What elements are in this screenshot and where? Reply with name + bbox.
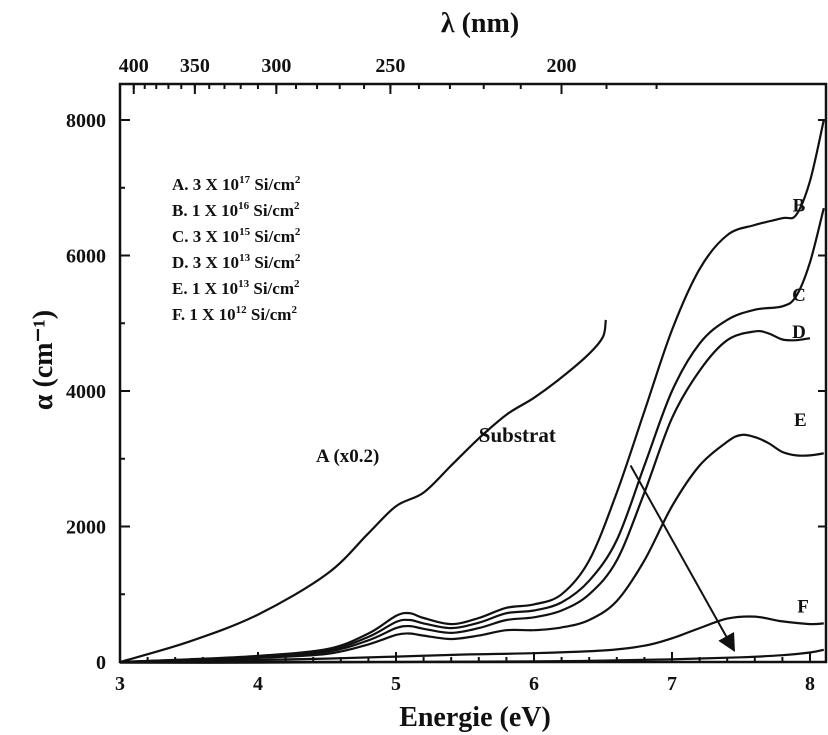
y-tick-label: 6000 [66,246,106,268]
curve-label: B [793,195,806,216]
curve-label: A (x0.2) [316,446,379,467]
curve-label: D [792,322,806,343]
top-tick-label: 300 [261,55,291,77]
y-axis: 0 2000 4000 6000 8000 [66,110,826,674]
x-tick-label: 3 [115,673,125,695]
y-tick-label: 2000 [66,517,106,539]
top-tick-label: 250 [375,55,405,77]
x-tick-label: 5 [391,673,401,695]
series-line-2 [119,119,825,664]
substrat-arrow [629,465,735,653]
legend-item: B. 1 X 1016 Si/cm2 [172,200,300,220]
y-tick-label: 0 [96,652,106,674]
y-tick-label: 8000 [66,110,106,132]
series-line-6 [119,615,824,664]
series-line-3 [119,207,825,664]
curve-label: E [794,410,807,431]
legend-item: E. 1 X 1013 Si/cm2 [172,278,300,298]
series-group [119,119,825,664]
series-line-5 [119,433,824,664]
legend-item: A. 3 X 1017 Si/cm2 [172,174,301,194]
x-axis-title: Energie (eV) [399,702,551,733]
legend-item: C. 3 X 1015 Si/cm2 [172,226,301,246]
top-axis: 400 350 300 250 200 [119,55,658,94]
top-axis-title: λ (nm) [441,8,519,39]
legend-item: D. 3 X 1013 Si/cm2 [172,252,301,272]
top-tick-label: 350 [180,55,210,77]
y-tick-label: 4000 [66,381,106,403]
x-tick-label: 6 [529,673,539,695]
legend-item: F. 1 X 1012 Si/cm2 [172,304,297,324]
substrat-annotation: Substrat [479,423,556,447]
x-tick-label: 7 [667,673,677,695]
x-tick-label: 8 [805,673,815,695]
top-tick-label: 400 [119,55,149,77]
y-axis-title: α (cm⁻¹) [28,310,59,410]
curve-labels: A (x0.2) B CD E F [316,195,809,617]
series-line-4 [119,329,811,664]
top-tick-label: 200 [546,55,576,77]
legend: A. 3 X 1017 Si/cm2 B. 1 X 1016 Si/cm2 C. 3… [172,174,301,324]
series-line-1 [119,319,607,664]
curve-label: C [792,285,806,306]
plot-frame [118,82,828,664]
curve-label: F [797,597,809,618]
series-line-7 [119,648,825,664]
x-tick-label: 4 [253,673,263,695]
